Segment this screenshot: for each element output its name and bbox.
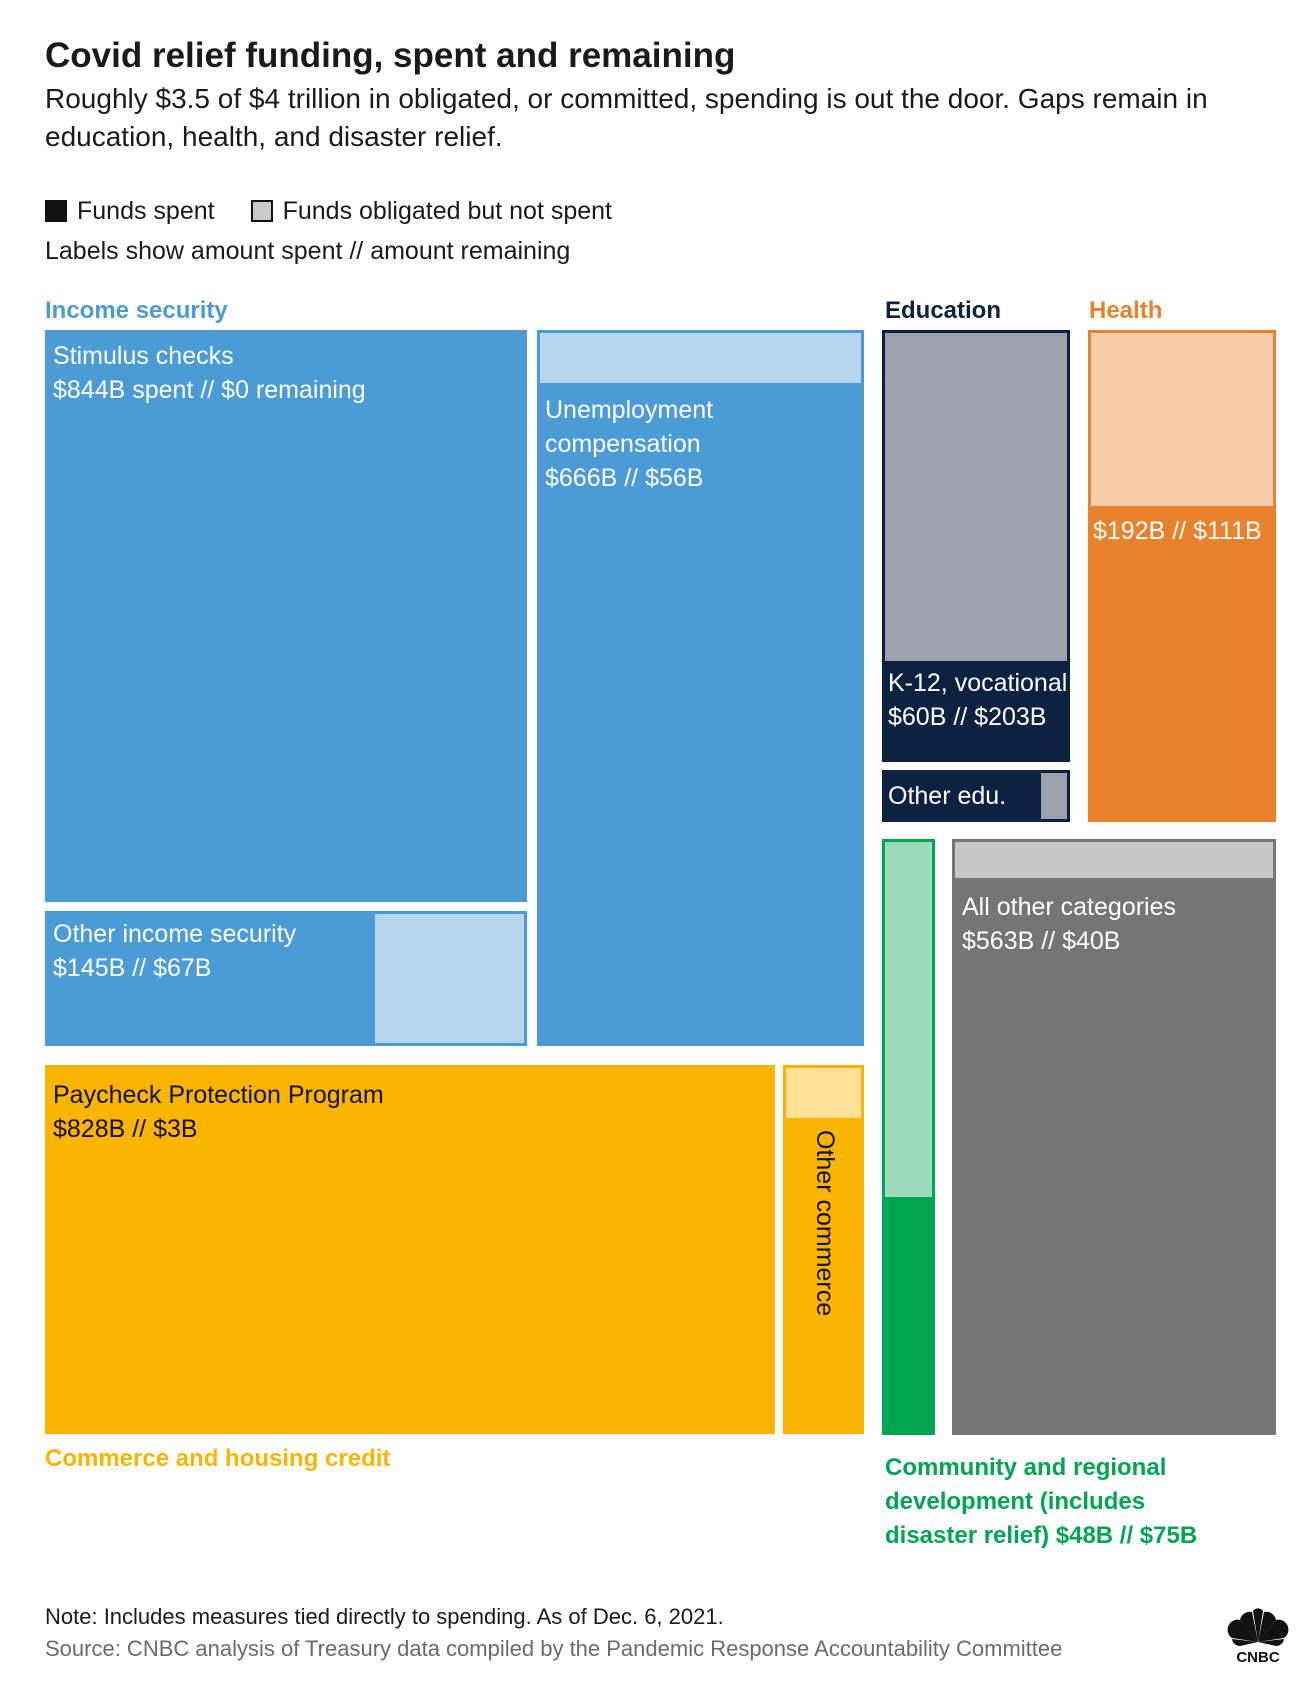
treemap-remaining-all-other: [955, 842, 1273, 878]
community-label-line-3: disaster relief) $48B // $75B: [885, 1522, 1198, 1549]
legend: Funds spent Funds obligated but not spen…: [45, 195, 648, 227]
treemap-label-k12-value: $60B // $203B: [888, 703, 1047, 731]
treemap-cell-other-income-security: [45, 911, 527, 1046]
treemap-remaining-k12: [885, 333, 1067, 661]
treemap-remaining-unemployment: [540, 333, 861, 383]
community-label-line-2: development (includes: [885, 1488, 1146, 1515]
treemap-label-stimulus-checks-value: $844B spent // $0 remaining: [53, 376, 366, 404]
legend-swatch-spent: [45, 200, 67, 222]
treemap-label-other-income-security-name: Other income security: [53, 920, 297, 948]
category-label-education: Education: [885, 297, 1002, 324]
treemap-cell-other-edu: [882, 770, 1070, 822]
category-label-community: Community and regional development (incl…: [885, 1451, 1197, 1553]
treemap-cell-all-other: [952, 839, 1276, 1435]
treemap-label-ppp-value: $828B // $3B: [53, 1115, 198, 1143]
treemap-cell-health: [1088, 330, 1276, 822]
treemap-label-unemployment-line-2: compensation: [545, 430, 701, 458]
treemap-label-other-income-security-value: $145B // $67B: [53, 954, 212, 982]
treemap-label-unemployment-line-1: Unemployment: [545, 396, 714, 424]
treemap-label-all-other-value: $563B // $40B: [962, 927, 1121, 955]
chart-title: Covid relief funding, spent and remainin…: [45, 36, 736, 75]
treemap-cell-ppp: [45, 1065, 775, 1434]
treemap-label-unemployment-value: $666B // $56B: [545, 464, 704, 492]
category-label-health: Health: [1089, 297, 1163, 324]
treemap-remaining-other-commerce: [786, 1068, 861, 1118]
footer-note: Note: Includes measures tied directly to…: [45, 1604, 724, 1629]
treemap-label-other-edu: Other edu.: [888, 782, 1007, 810]
footer-source: Source: CNBC analysis of Treasury data c…: [45, 1636, 1063, 1661]
legend-swatch-remaining: [250, 200, 273, 222]
category-label-income-security: Income security: [45, 297, 228, 324]
label-explanation: Labels show amount spent // amount remai…: [45, 237, 571, 265]
treemap-remaining-community: [885, 842, 932, 1197]
legend-label-spent: Funds spent: [77, 196, 215, 225]
treemap-remaining-other-edu: [1041, 773, 1067, 819]
treemap-label-all-other-name: All other categories: [962, 893, 1177, 921]
treemap-cell-community: [882, 839, 935, 1435]
treemap-cell-unemployment: [537, 330, 864, 1046]
treemap-label-stimulus-checks-name: Stimulus checks: [53, 342, 234, 370]
treemap-label-ppp-name: Paycheck Protection Program: [53, 1081, 384, 1109]
treemap-remaining-health: [1091, 333, 1273, 506]
treemap-remaining-other-income-security: [375, 914, 524, 1043]
treemap-cell-k12: [882, 330, 1070, 762]
treemap-label-other-commerce: Other commerce: [811, 1130, 839, 1317]
treemap-label-health-value: $192B // $111B: [1093, 517, 1262, 545]
treemap-label-k12-name: K-12, vocational: [888, 669, 1068, 697]
treemap-cell-other-commerce: [783, 1065, 864, 1434]
logo-text: CNBC: [1236, 1649, 1279, 1666]
legend-item-spent: Funds spent: [45, 197, 215, 226]
legend-label-remaining: Funds obligated but not spent: [282, 196, 613, 225]
cnbc-peacock-logo: CNBC: [1227, 1608, 1289, 1666]
chart-subtitle: Roughly $3.5 of $4 trillion in obligated…: [45, 83, 1208, 152]
treemap-cell-stimulus-checks: [45, 330, 527, 902]
category-label-commerce: Commerce and housing credit: [45, 1445, 391, 1472]
legend-item-remaining: Funds obligated but not spent: [250, 196, 613, 226]
community-label-line-1: Community and regional: [885, 1454, 1167, 1481]
